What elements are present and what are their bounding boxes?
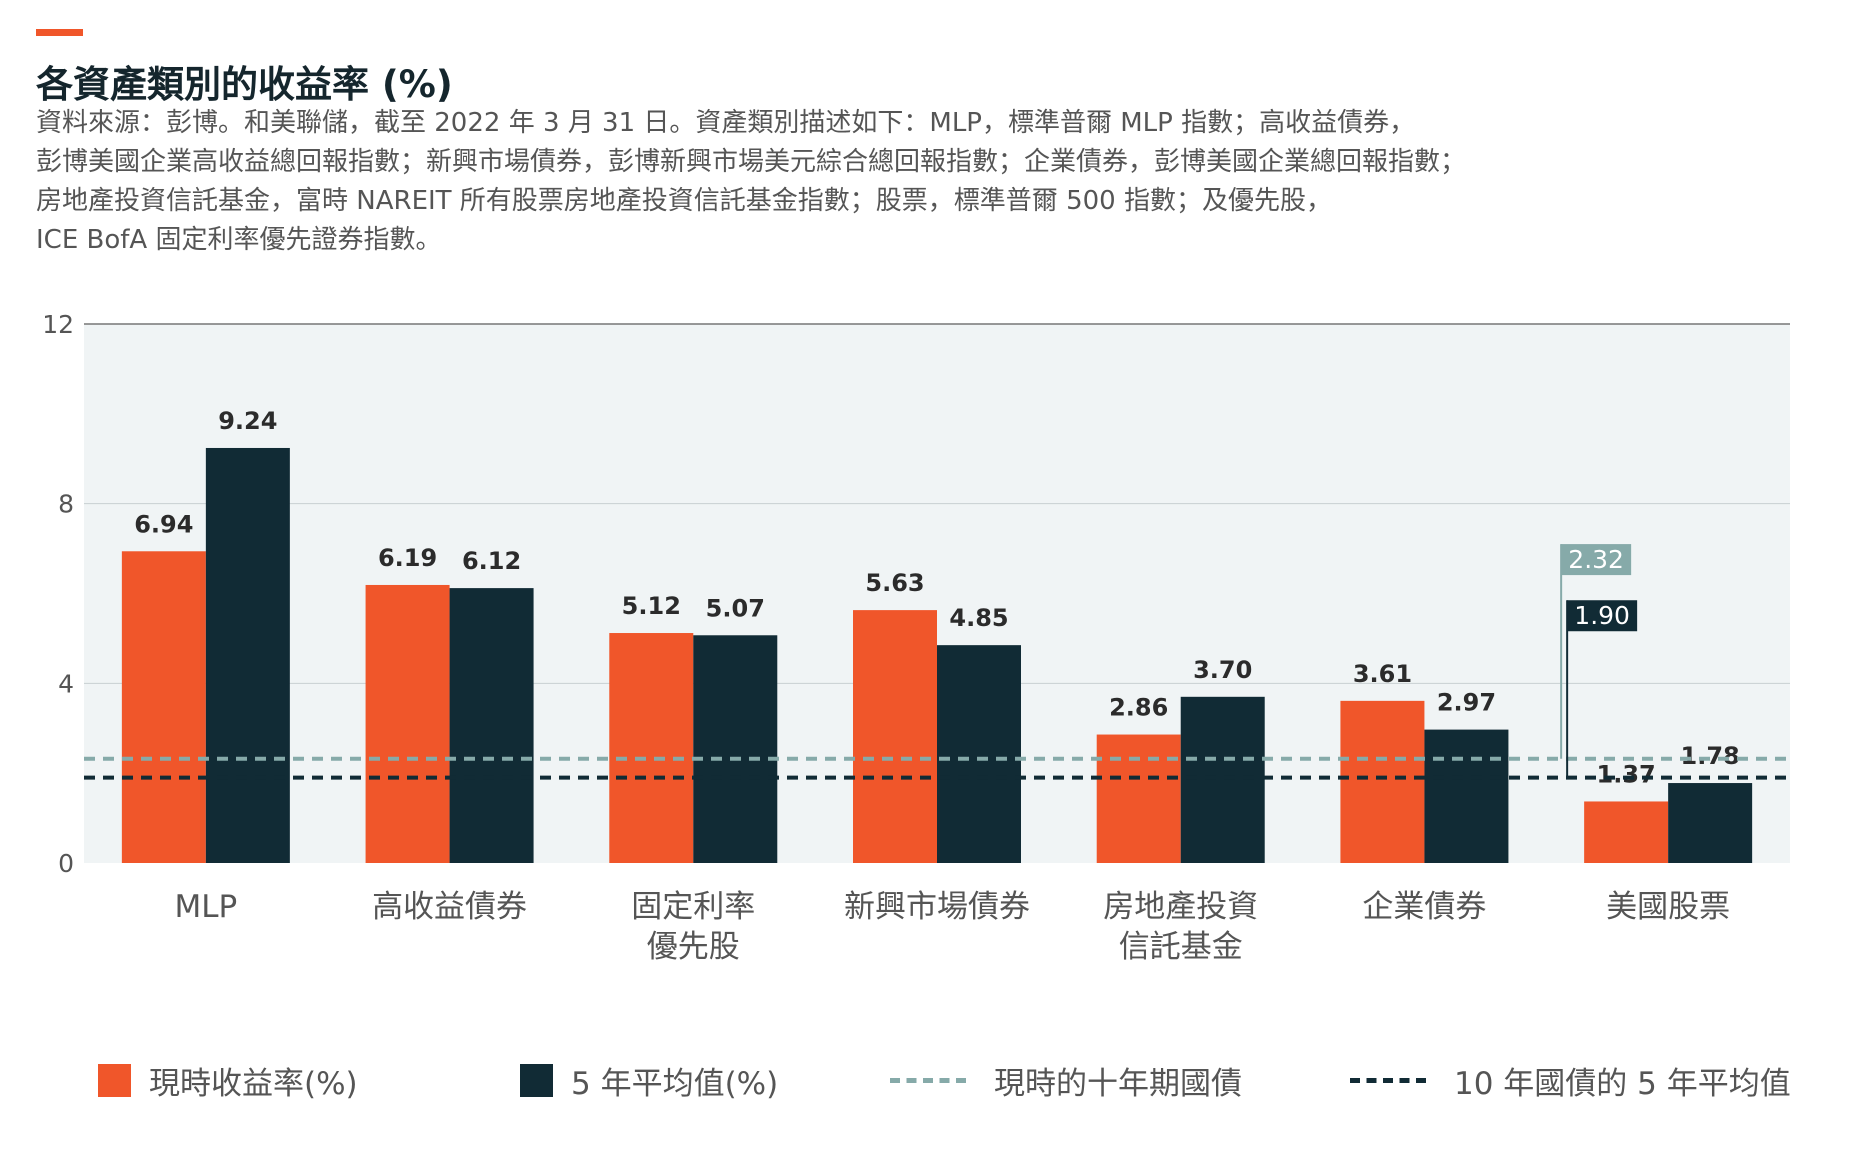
bar-five-year-avg <box>937 645 1021 863</box>
chart-title: 各資產類別的收益率 (%) <box>36 63 453 106</box>
bar-five-year-avg <box>449 588 534 863</box>
bar-five-year-avg <box>205 447 290 863</box>
data-label: 5.63 <box>865 569 924 597</box>
legend-swatch-current-yield <box>98 1063 131 1097</box>
legend: 現時收益率(%) 5 年平均值(%) 現時的十年期國債 10 年國債的 5 年平… <box>0 1055 1876 1105</box>
bar-current-yield <box>365 584 450 863</box>
y-tick-label: 0 <box>58 849 74 878</box>
bar-current-yield <box>609 633 694 863</box>
callout-label-current-10y: 2.32 <box>1568 545 1624 574</box>
y-tick-label: 8 <box>58 490 74 519</box>
source-line: ICE BofA 固定利率優先證券指數。 <box>36 225 442 255</box>
data-label: 1.37 <box>1597 760 1656 788</box>
x-tick-label: 美國股票 <box>1606 889 1730 925</box>
source-line: 資料來源：彭博。和美聯儲，截至 2022 年 3 月 31 日。資產類別描述如下… <box>36 108 1416 138</box>
data-label: 5.07 <box>706 594 765 622</box>
bar-chart: 0 4 8 12 6.94 9.24 MLP 6.19 6.12 高收益債券 5.12 5.07 固定利… <box>42 310 1790 965</box>
legend-label-current-10y: 現時的十年期國債 <box>994 1065 1242 1102</box>
source-note: 資料來源：彭博。和美聯儲，截至 2022 年 3 月 31 日。資產類別描述如下… <box>36 104 1736 260</box>
bar-current-yield <box>1096 734 1181 863</box>
y-tick-label: 12 <box>42 310 74 339</box>
bar-current-yield <box>1340 700 1425 863</box>
callout-box-10y-5y-avg <box>1567 600 1638 632</box>
legend-item-current-10y: 現時的十年期國債 <box>890 1055 1242 1105</box>
source-line: 房地產投資信託基金，富時 NAREIT 所有股票房地產投資信託基金指數；股票，標… <box>36 186 1332 216</box>
callout-box-current-10y <box>1561 544 1632 576</box>
accent-bar <box>36 29 83 36</box>
bar-five-year-avg <box>693 635 778 863</box>
data-label: 5.12 <box>622 592 681 620</box>
data-label: 2.97 <box>1437 689 1496 717</box>
source-line: 彭博美國企業高收益總回報指數；新興市場債券，彭博新興市場美元綜合總回報指數；企業… <box>36 147 1467 177</box>
data-label: 6.94 <box>134 510 193 538</box>
x-tick-label: 優先股 <box>647 929 740 965</box>
legend-label-10y-5y-avg: 10 年國債的 5 年平均值 <box>1454 1065 1791 1102</box>
x-tick-label: 新興市場債券 <box>844 889 1030 925</box>
data-label: 3.61 <box>1353 660 1412 688</box>
bar-five-year-avg <box>1180 696 1265 863</box>
legend-label-five-year-avg: 5 年平均值(%) <box>571 1065 779 1102</box>
bar-five-year-avg <box>1668 783 1753 863</box>
data-label: 4.85 <box>949 604 1008 632</box>
x-tick-label: 房地產投資 <box>1103 889 1258 925</box>
legend-swatch-five-year-avg <box>520 1063 553 1097</box>
x-tick-label: 信託基金 <box>1119 929 1243 965</box>
bar-five-year-avg <box>1424 729 1509 863</box>
y-tick-label: 4 <box>58 669 74 698</box>
data-label: 1.78 <box>1681 742 1740 770</box>
bar-current-yield <box>853 610 937 863</box>
x-tick-label: MLP <box>174 889 237 925</box>
data-label: 3.70 <box>1193 656 1252 684</box>
data-label: 6.12 <box>462 547 521 575</box>
bar-current-yield <box>1584 801 1669 863</box>
callout-label-10y-5y-avg: 1.90 <box>1574 601 1630 630</box>
legend-item-five-year-avg: 5 年平均值(%) <box>520 1055 778 1105</box>
bar-current-yield <box>121 551 206 863</box>
x-tick-label: 固定利率 <box>631 889 755 925</box>
legend-item-current-yield: 現時收益率(%) <box>98 1055 358 1105</box>
legend-item-10y-5y-avg: 10 年國債的 5 年平均值 <box>1350 1055 1791 1105</box>
legend-line-current-10y <box>890 1077 966 1083</box>
x-tick-label: 高收益債券 <box>372 889 527 925</box>
legend-label-current-yield: 現時收益率(%) <box>149 1065 358 1102</box>
x-tick-label: 企業債券 <box>1362 889 1486 925</box>
data-label: 2.86 <box>1109 694 1168 722</box>
data-label: 6.19 <box>378 544 437 572</box>
legend-line-10y-5y-avg <box>1350 1077 1426 1083</box>
data-label: 9.24 <box>218 407 277 435</box>
